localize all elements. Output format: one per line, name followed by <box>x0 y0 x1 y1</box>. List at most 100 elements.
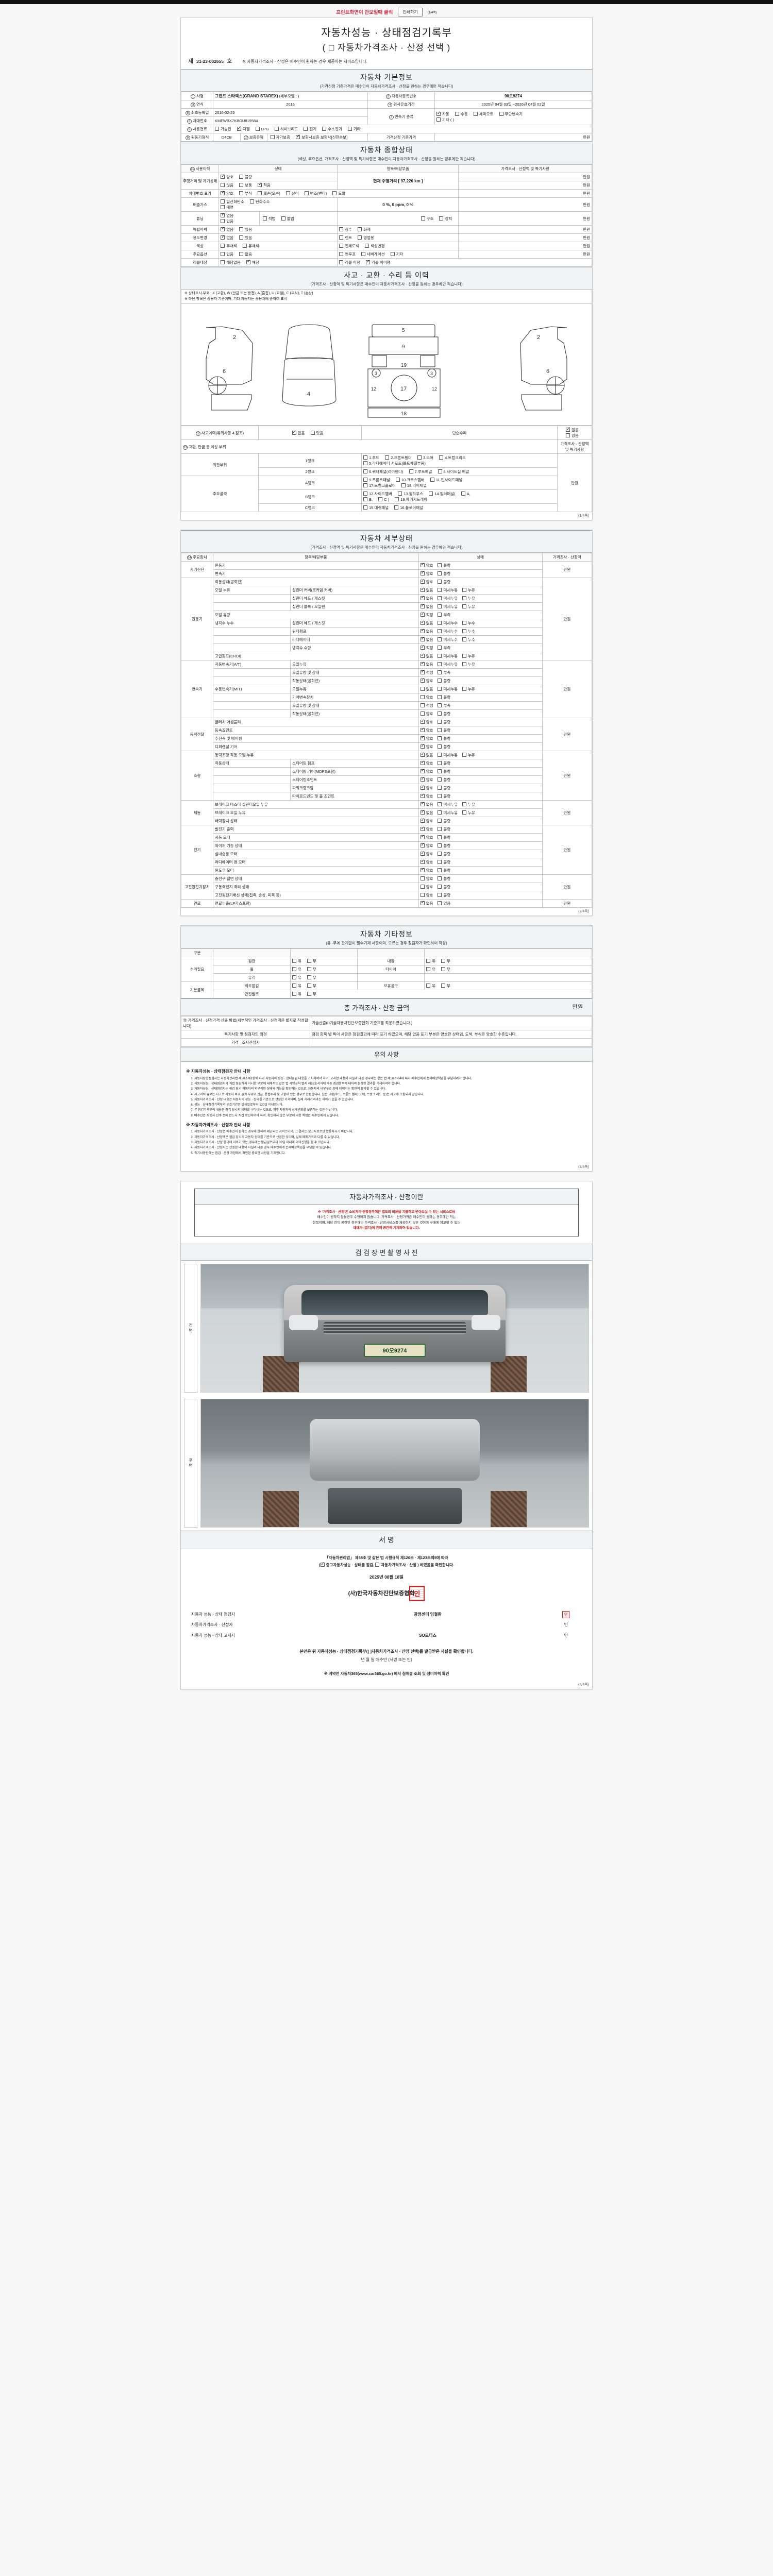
state-option[interactable]: 무 <box>307 967 316 972</box>
checkbox[interactable] <box>420 851 425 856</box>
state-option[interactable]: 없음 <box>221 226 233 232</box>
checkbox[interactable] <box>221 260 225 264</box>
part-option[interactable]: 1.후드 <box>363 455 379 461</box>
checkbox[interactable] <box>438 901 442 905</box>
checkbox[interactable] <box>438 736 442 740</box>
checkbox[interactable] <box>438 728 442 732</box>
state-option[interactable]: 양호 <box>420 876 433 882</box>
checkbox[interactable] <box>436 117 441 122</box>
state-option[interactable]: 유 <box>292 991 301 997</box>
part-option[interactable]: 2.프론트휀더 <box>385 455 412 461</box>
state-option[interactable]: 있음 <box>239 235 252 241</box>
state-option[interactable]: 누유 <box>462 596 475 601</box>
checkbox[interactable] <box>307 992 311 996</box>
checkbox[interactable] <box>239 235 244 240</box>
state-option[interactable]: 없음 <box>420 620 433 626</box>
state-option[interactable]: 구조 <box>421 216 433 222</box>
state-option[interactable]: 영업용 <box>358 235 374 241</box>
checkbox[interactable] <box>409 469 413 473</box>
checkbox[interactable] <box>438 637 442 641</box>
state-option[interactable]: 부식 <box>239 191 252 196</box>
state-option[interactable]: 적음 <box>258 182 271 188</box>
checkbox[interactable] <box>348 127 352 131</box>
print-button[interactable]: 인쇄하기 <box>398 7 423 16</box>
state-option[interactable]: 불량 <box>438 777 450 783</box>
part-option[interactable]: 3.도어 <box>417 455 433 461</box>
part-option[interactable]: 8.사이드실 패널 <box>438 469 469 474</box>
state-option[interactable]: 불량 <box>438 769 450 774</box>
state-option[interactable]: 없음 <box>420 603 433 609</box>
checkbox[interactable] <box>420 727 425 732</box>
checkbox[interactable] <box>221 219 225 223</box>
state-option[interactable]: 미세누유 <box>438 752 458 758</box>
checkbox[interactable] <box>420 752 425 757</box>
state-option[interactable]: 부족 <box>438 670 450 675</box>
checkbox[interactable] <box>420 735 425 740</box>
state-option[interactable]: 양호 <box>420 842 433 849</box>
state-option[interactable]: 있음 <box>221 218 233 224</box>
checkbox[interactable] <box>420 645 425 650</box>
checkbox[interactable] <box>462 596 467 600</box>
state-option[interactable]: 양호 <box>420 768 433 774</box>
state-option[interactable]: 양호 <box>221 174 233 180</box>
checkbox[interactable] <box>363 483 367 487</box>
state-option[interactable]: 양호 <box>420 892 433 898</box>
checkbox[interactable] <box>249 199 254 204</box>
state-option[interactable]: 미세누유 <box>438 653 458 659</box>
state-option[interactable]: 불량 <box>438 835 450 840</box>
state-option[interactable]: 불량 <box>438 843 450 849</box>
checkbox[interactable] <box>395 478 400 482</box>
checkbox[interactable] <box>364 244 369 248</box>
part-option[interactable]: B, <box>363 497 373 502</box>
checkbox[interactable] <box>394 505 399 510</box>
checkbox[interactable] <box>270 135 275 139</box>
checkbox[interactable] <box>438 786 442 790</box>
checkbox[interactable] <box>426 967 430 971</box>
checkbox[interactable] <box>438 687 442 691</box>
checkbox[interactable] <box>426 959 430 963</box>
state-option[interactable]: 양호 <box>420 711 433 717</box>
warranty-option[interactable]: 자가보증 <box>270 134 290 140</box>
checkbox[interactable] <box>262 216 267 221</box>
state-option[interactable]: 미세누유 <box>438 686 458 692</box>
checkbox[interactable] <box>438 827 442 831</box>
checkbox[interactable] <box>363 497 367 501</box>
state-option[interactable]: 불량 <box>438 727 450 733</box>
state-option[interactable]: 없음 <box>239 251 252 257</box>
state-option[interactable]: 무 <box>441 967 450 972</box>
checkbox[interactable] <box>438 646 442 650</box>
checkbox[interactable] <box>221 234 225 240</box>
checkbox[interactable] <box>441 959 445 963</box>
checkbox[interactable] <box>438 563 442 567</box>
checkbox[interactable] <box>420 842 425 848</box>
checkbox[interactable] <box>420 826 425 831</box>
checkbox[interactable] <box>420 636 425 641</box>
state-option[interactable]: 무 <box>307 983 316 989</box>
checkbox[interactable] <box>307 967 311 971</box>
state-option[interactable]: 없음 <box>420 587 433 593</box>
state-option[interactable]: 없음 <box>420 809 433 816</box>
checkbox[interactable] <box>438 810 442 815</box>
checkbox[interactable] <box>420 628 425 633</box>
checkbox[interactable] <box>420 900 425 905</box>
checkbox[interactable] <box>420 885 425 889</box>
checkbox[interactable] <box>221 252 225 256</box>
checkbox[interactable] <box>420 695 425 699</box>
state-option[interactable]: 누유 <box>462 810 475 816</box>
checkbox[interactable] <box>438 843 442 848</box>
state-option[interactable]: 누유 <box>462 662 475 667</box>
checkbox[interactable] <box>420 562 425 567</box>
state-option[interactable]: 해당없음 <box>221 260 241 265</box>
checkbox[interactable] <box>462 810 467 815</box>
checkbox[interactable] <box>239 183 244 187</box>
state-option[interactable]: 불법 <box>281 216 294 222</box>
state-option[interactable]: 무채색 <box>221 243 237 249</box>
fuel-option[interactable]: 수소전기 <box>322 126 342 132</box>
part-option[interactable]: 14.필러패널( <box>429 491 456 497</box>
state-option[interactable]: 양호 <box>420 834 433 840</box>
checkbox[interactable] <box>420 570 425 575</box>
checkbox[interactable] <box>438 720 442 724</box>
state-option[interactable]: 미세누수 <box>438 620 458 626</box>
checkbox[interactable] <box>438 893 442 897</box>
checkbox[interactable] <box>243 244 247 248</box>
